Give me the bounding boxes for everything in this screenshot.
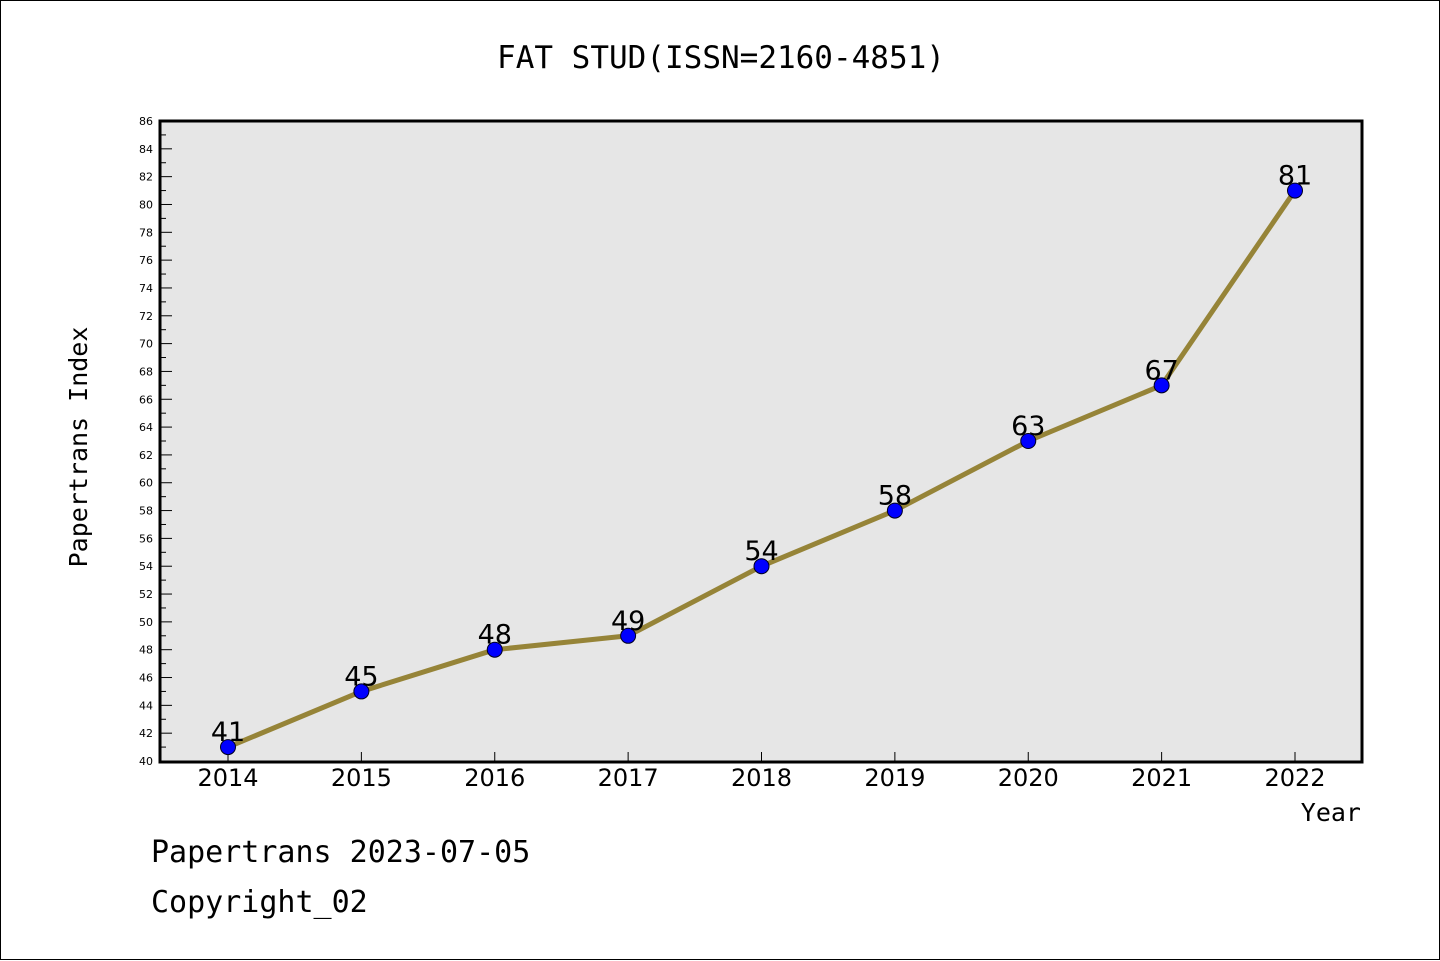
y-tick-label: 80 <box>139 198 153 211</box>
y-axis-label: Papertrans Index <box>64 327 93 568</box>
footer-copyright: Copyright_02 <box>151 885 368 920</box>
y-tick-label: 64 <box>139 421 153 434</box>
y-tick-label: 54 <box>139 560 153 573</box>
data-point <box>753 558 770 575</box>
y-tick-label: 58 <box>139 505 153 518</box>
y-tick-label: 50 <box>139 616 153 629</box>
y-tick-label: 86 <box>139 115 153 128</box>
data-point <box>486 641 503 658</box>
y-tick-label: 78 <box>139 226 153 239</box>
x-tick-label: 2014 <box>197 764 258 792</box>
x-axis-label: Year <box>1301 798 1361 827</box>
x-tick-label: 2015 <box>331 764 392 792</box>
data-label: 81 <box>1278 161 1312 192</box>
y-tick-label: 66 <box>139 393 153 406</box>
y-tick-label: 48 <box>139 644 153 657</box>
x-axis: 2014 2015 2016 2017 2018 2019 2020 2021 2022 <box>197 752 1326 792</box>
y-tick-label: 74 <box>139 282 153 295</box>
y-tick-label: 40 <box>139 755 153 768</box>
y-tick-label: 60 <box>139 477 153 490</box>
y-tick-label: 52 <box>139 588 153 601</box>
footer-date: Papertrans 2023-07-05 <box>151 835 531 870</box>
y-tick-label: 68 <box>139 365 153 378</box>
y-tick-label: 70 <box>139 338 153 351</box>
data-label: 45 <box>344 661 378 692</box>
y-tick-label: 46 <box>139 672 153 685</box>
x-tick-label: 2016 <box>464 764 525 792</box>
data-label: 63 <box>1011 411 1045 442</box>
data-point <box>353 683 370 700</box>
x-tick-label: 2019 <box>864 764 925 792</box>
data-point <box>620 627 637 644</box>
data-point <box>1153 377 1170 394</box>
y-tick-label: 82 <box>139 171 153 184</box>
x-tick-label: 2017 <box>598 764 659 792</box>
data-label: 58 <box>878 481 912 512</box>
y-tick-label: 72 <box>139 310 153 323</box>
y-tick-label: 56 <box>139 532 153 545</box>
y-axis: 40 42 44 46 48 50 52 54 56 58 60 62 64 66 68 70 72 74 76 78… <box>139 115 172 768</box>
y-tick-label: 76 <box>139 254 153 267</box>
x-tick-label: 2018 <box>731 764 792 792</box>
x-tick-label: 2020 <box>998 764 1059 792</box>
data-point <box>1287 182 1303 199</box>
y-tick-label: 44 <box>139 699 153 712</box>
data-point <box>886 502 903 519</box>
data-label: 48 <box>478 620 512 651</box>
data-label: 67 <box>1144 355 1178 386</box>
plot-area <box>158 119 1364 764</box>
y-tick-label: 62 <box>139 449 153 462</box>
data-label: 41 <box>211 717 245 748</box>
x-tick-label: 2021 <box>1131 764 1192 792</box>
y-tick-label: 84 <box>139 143 153 156</box>
data-label: 54 <box>744 536 778 567</box>
data-point <box>1020 433 1037 449</box>
y-tick-label: 42 <box>139 727 153 740</box>
series-layer: 41 45 48 49 54 58 63 67 81 <box>211 161 1312 756</box>
chart-title: FAT STUD(ISSN=2160-4851) <box>497 40 945 76</box>
data-label: 49 <box>611 606 645 637</box>
data-point <box>220 739 236 756</box>
x-tick-label: 2022 <box>1264 764 1325 792</box>
